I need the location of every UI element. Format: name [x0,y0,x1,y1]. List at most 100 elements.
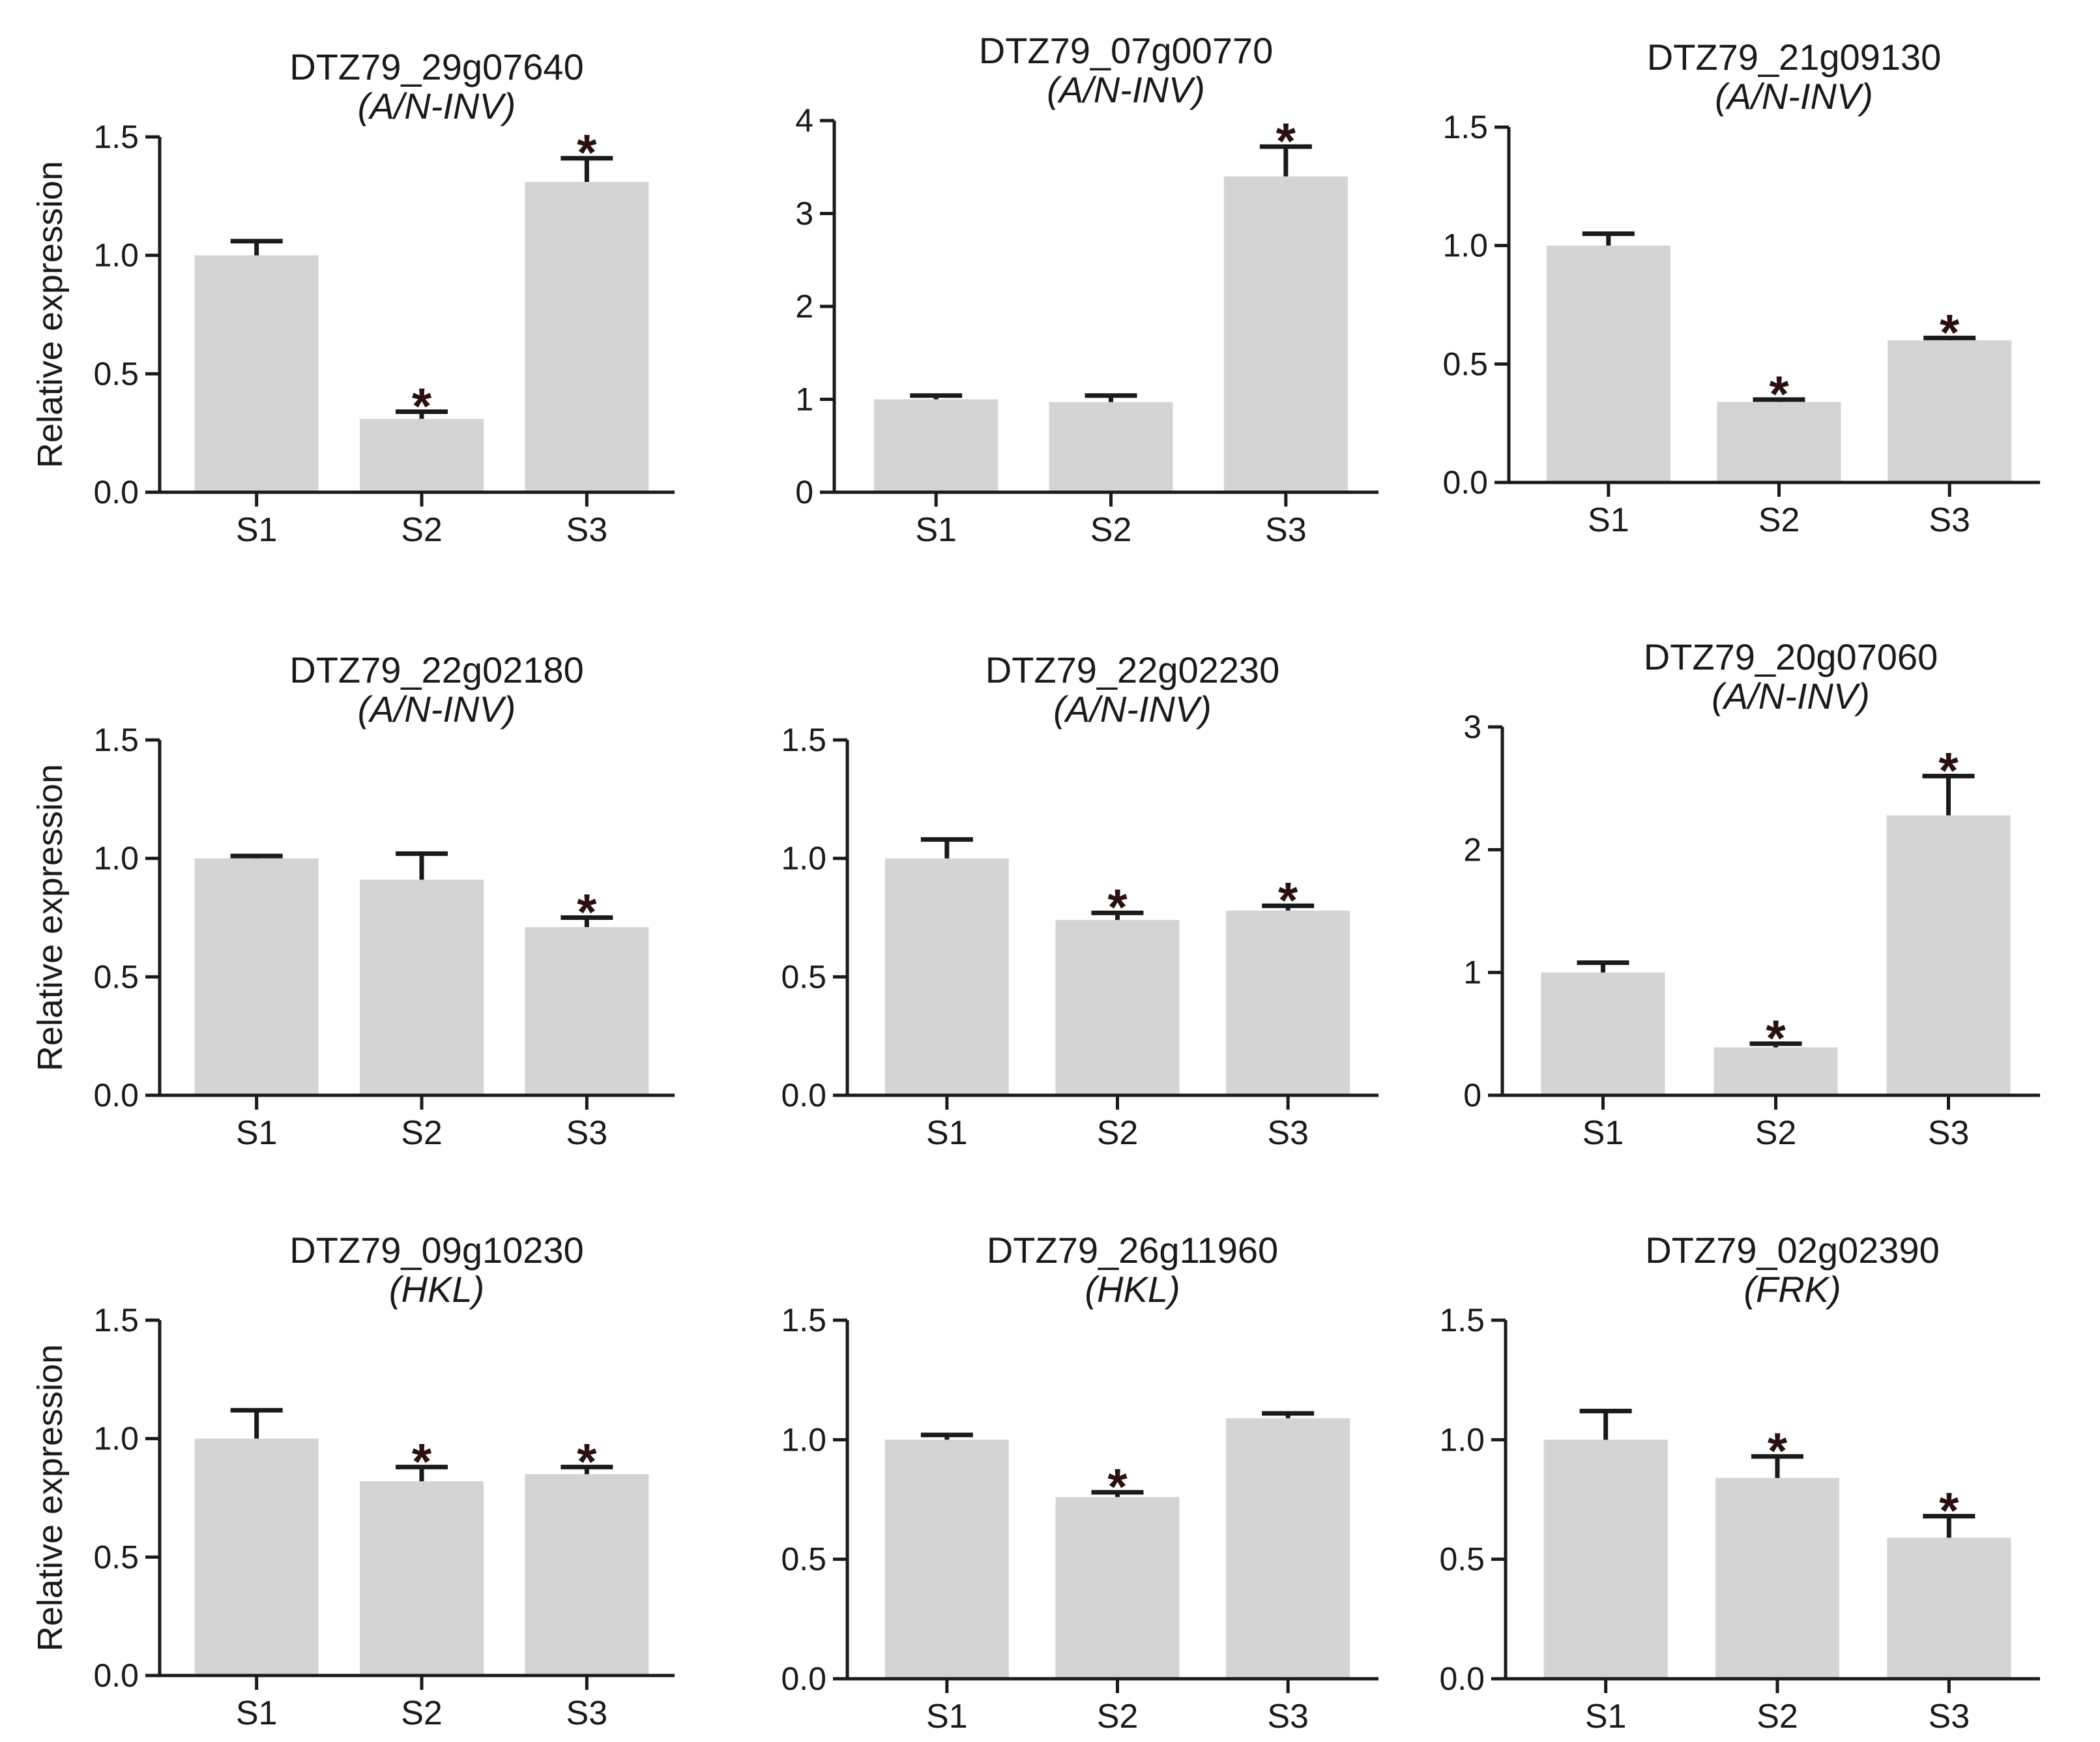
x-tick-label: S2 [1097,1114,1139,1152]
y-tick-label: 0.0 [1442,464,1488,501]
x-tick-label: S1 [926,1114,968,1152]
bar-s2 [1717,402,1841,482]
panel-title: DTZ79_22g02230 [985,649,1279,690]
x-tick-label: S2 [1755,1114,1797,1152]
significance-star: * [412,377,432,434]
y-tick-label: 1.5 [1439,1302,1485,1338]
bar-s1 [1541,972,1665,1095]
panel-title: DTZ79_07g00770 [979,30,1273,71]
x-tick-label: S1 [236,511,278,549]
y-tick-label: 1.0 [1439,1421,1485,1458]
significance-star: * [577,883,597,941]
bar-s1 [884,858,1009,1095]
y-tick-label: 1.5 [781,1302,826,1338]
y-tick-label: 0.0 [93,1077,139,1114]
significance-star: * [1278,871,1298,928]
y-tick-label: 1 [795,381,813,418]
bar-s1 [194,858,319,1095]
bar-s1 [194,1438,319,1676]
panel-title: DTZ79_02g02390 [1645,1230,1939,1271]
y-tick-label: 0.0 [1439,1661,1485,1697]
bar-s3 [1226,910,1350,1095]
panel-subtitle: (A/N-INV) [358,85,516,126]
y-tick-label: 1.5 [781,722,826,758]
y-tick-label: 1.5 [93,1302,139,1338]
panel-5: DTZ79_22g02230(A/N-INV) S1 * S2 * S3 0.0 0.5 1.0… [781,649,1378,1152]
y-tick-label: 0.5 [93,958,139,995]
y-tick-label: 0.0 [93,1657,139,1694]
panel-subtitle: (A/N-INV) [1712,675,1870,716]
significance-star: * [1940,303,1960,361]
x-tick-label: S1 [1585,1698,1627,1735]
y-axis-label: Relative expression [31,764,70,1071]
panel-subtitle: (FRK) [1743,1269,1841,1310]
x-tick-label: S3 [1929,1698,1970,1735]
panel-title: DTZ79_22g02180 [289,649,583,690]
panel-subtitle: (A/N-INV) [1715,76,1873,117]
bar-s2 [1055,920,1180,1095]
panel-4: DTZ79_22g02180(A/N-INV) S1 S2 * S3 0.0 0.5 1.0 1… [31,649,675,1152]
panel-subtitle: (A/N-INV) [1053,688,1212,730]
panel-subtitle: (A/N-INV) [358,688,516,730]
significance-star: * [577,124,597,181]
bar-s2 [1055,1497,1180,1679]
x-tick-label: S3 [1929,501,1970,539]
x-tick-label: S1 [1582,1114,1624,1152]
y-tick-label: 0.5 [781,958,826,995]
x-tick-label: S1 [236,1114,278,1152]
bar-s3 [1223,176,1348,492]
x-tick-label: S3 [566,511,608,549]
x-tick-label: S3 [1265,511,1307,549]
x-tick-label: S1 [1588,501,1629,539]
y-tick-label: 1.0 [1442,228,1488,264]
y-tick-label: 1.5 [93,119,139,155]
x-tick-label: S2 [401,1114,443,1152]
x-tick-label: S1 [926,1698,968,1735]
y-tick-label: 0.5 [93,1539,139,1575]
panel-2: DTZ79_07g00770(A/N-INV) S1 S2 * S3 0 1 2 3 4 [795,30,1378,549]
significance-star: * [577,1432,597,1490]
significance-star: * [1938,741,1959,799]
bar-s1 [874,399,999,492]
bar-s1 [1546,245,1670,482]
significance-star: * [1769,365,1789,422]
y-tick-label: 0.5 [1442,346,1488,382]
panel-title: DTZ79_21g09130 [1647,37,1941,78]
significance-star: * [1276,112,1296,170]
x-tick-label: S3 [566,1114,608,1152]
y-tick-label: 0.5 [93,355,139,392]
y-tick-label: 1.0 [781,840,826,877]
y-axis-label: Relative expression [31,161,70,468]
x-tick-label: S1 [236,1694,278,1732]
panel-subtitle: (A/N-INV) [1047,69,1205,110]
x-tick-label: S2 [1757,1698,1798,1735]
y-tick-label: 1.0 [93,1421,139,1457]
panel-subtitle: (HKL) [1085,1269,1180,1310]
bar-s3 [1888,340,2012,482]
significance-star: * [1768,1422,1788,1479]
x-tick-label: S2 [401,511,443,549]
panel-title: DTZ79_09g10230 [289,1230,583,1271]
y-tick-label: 0.5 [781,1541,826,1578]
x-tick-label: S3 [1928,1114,1970,1152]
x-tick-label: S2 [401,1694,443,1732]
bar-s1 [884,1439,1009,1679]
x-tick-label: S2 [1097,1698,1139,1735]
bar-s3 [1886,815,2011,1095]
y-tick-label: 0.0 [781,1077,826,1114]
y-tick-label: 0 [1463,1077,1481,1114]
panel-8: DTZ79_26g11960(HKL) S1 * S2 S3 0.0 0.5 1.0 1.5 [781,1230,1378,1735]
bar-s1 [1543,1439,1668,1679]
x-tick-label: S1 [915,511,957,549]
bar-s2 [1714,1047,1838,1095]
bar-s2 [360,1481,484,1676]
x-tick-label: S2 [1090,511,1132,549]
bar-s2 [1715,1478,1839,1679]
significance-star: * [1939,1482,1959,1539]
y-tick-label: 1.5 [1442,109,1488,145]
y-tick-label: 1.0 [93,840,139,877]
y-tick-label: 2 [1463,831,1481,868]
x-tick-label: S2 [1758,501,1800,539]
significance-star: * [1107,878,1128,936]
